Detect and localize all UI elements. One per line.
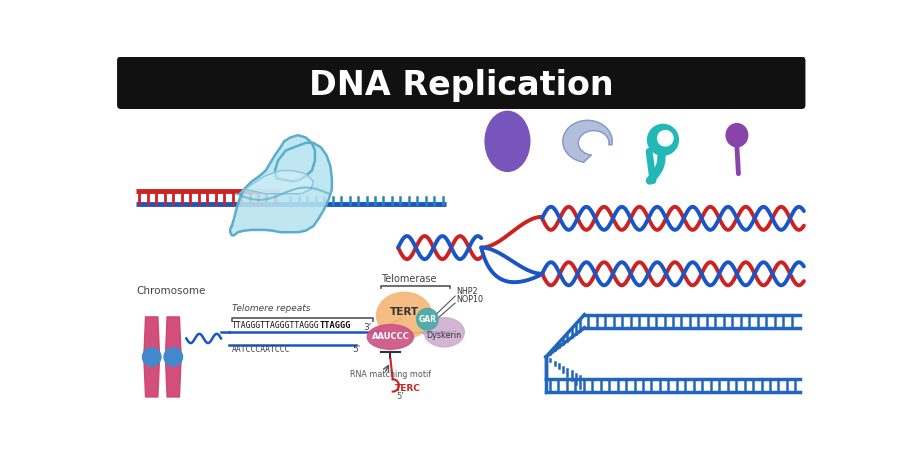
Polygon shape: [648, 125, 679, 155]
Ellipse shape: [658, 131, 673, 146]
Text: 3': 3': [364, 323, 372, 332]
FancyBboxPatch shape: [117, 57, 806, 109]
Ellipse shape: [376, 292, 432, 338]
Ellipse shape: [424, 318, 464, 347]
Circle shape: [142, 348, 161, 366]
Text: 5': 5': [397, 391, 404, 401]
Polygon shape: [239, 170, 313, 194]
Text: DNA Replication: DNA Replication: [309, 68, 614, 101]
Polygon shape: [144, 317, 159, 353]
Polygon shape: [230, 135, 332, 235]
Text: Dyskerin: Dyskerin: [427, 331, 462, 340]
Text: Telomere repeats: Telomere repeats: [232, 304, 310, 313]
Text: 5': 5': [352, 346, 360, 354]
Ellipse shape: [485, 111, 530, 171]
Text: NHP2: NHP2: [456, 287, 478, 296]
Text: AAUCCC: AAUCCC: [372, 332, 410, 341]
Text: TTAGGG: TTAGGG: [320, 320, 351, 329]
Polygon shape: [166, 361, 181, 397]
Text: TERC: TERC: [395, 384, 421, 393]
Text: RNA matching motif: RNA matching motif: [350, 370, 431, 379]
Text: AATCCCAATCCC: AATCCCAATCCC: [232, 346, 291, 354]
Text: TTAGGGTTAGGGTTAGGG: TTAGGGTTAGGGTTAGGG: [232, 320, 320, 329]
Text: TERT: TERT: [390, 307, 418, 317]
Text: Telomerase: Telomerase: [382, 274, 436, 284]
Text: GAR: GAR: [418, 315, 436, 324]
Text: Chromosome: Chromosome: [136, 286, 206, 296]
Ellipse shape: [367, 325, 413, 349]
Polygon shape: [144, 361, 159, 397]
Circle shape: [417, 308, 438, 330]
Ellipse shape: [726, 124, 748, 147]
Polygon shape: [649, 126, 677, 154]
Circle shape: [164, 348, 183, 366]
Polygon shape: [562, 120, 612, 162]
Text: NOP10: NOP10: [456, 295, 483, 303]
Polygon shape: [166, 317, 181, 353]
